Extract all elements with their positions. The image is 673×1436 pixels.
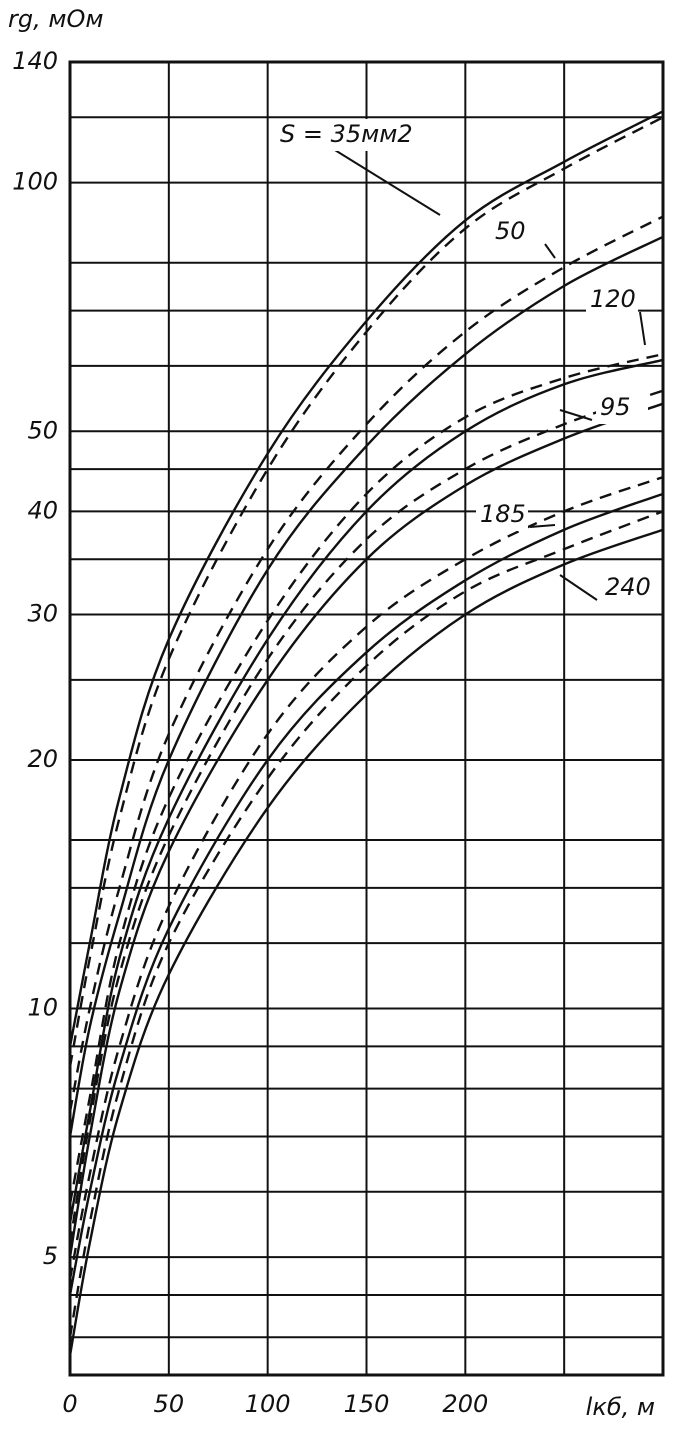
curve: [68, 352, 664, 1205]
series-label: 95: [600, 393, 631, 421]
series-label: 120: [590, 285, 636, 313]
x-tick-label: 200: [442, 1390, 488, 1418]
x-tick-label: 150: [344, 1390, 390, 1418]
label-bg: [476, 499, 528, 531]
curve: [68, 492, 664, 1296]
y-axis-label: rg, мОм: [8, 5, 103, 33]
curve: [68, 215, 664, 1112]
curve: [68, 235, 664, 1137]
y-tick-label: 100: [12, 168, 58, 196]
y-tick-label: 20: [27, 745, 58, 773]
curve: [68, 402, 664, 1258]
curve: [68, 528, 664, 1356]
series-label: S = 35мм2: [280, 120, 413, 148]
x-tick-label: 0: [62, 1390, 77, 1418]
label-bg: [276, 119, 426, 151]
y-tick-label: 50: [27, 416, 58, 444]
series-label: 240: [605, 573, 651, 601]
x-tick-label: 100: [245, 1390, 291, 1418]
label-pointer: [544, 243, 556, 259]
series-label: 185: [480, 500, 526, 528]
y-tick-label: 10: [27, 994, 58, 1022]
label-bg: [586, 284, 638, 316]
curve: [68, 358, 664, 1224]
y-tick-label: 40: [27, 496, 58, 524]
label-pointer: [559, 574, 598, 601]
curve: [68, 389, 664, 1244]
y-tick-label: 5: [43, 1242, 58, 1270]
label-pointer: [329, 146, 441, 216]
label-bg: [491, 216, 543, 248]
x-axis-label: lкб, м: [586, 1393, 655, 1421]
x-tick-label: 50: [154, 1390, 185, 1418]
curve: [68, 510, 664, 1338]
curve: [68, 116, 664, 1068]
curve: [68, 476, 664, 1280]
y-tick-label: 140: [12, 47, 58, 75]
curve: [68, 110, 664, 1047]
label-bg: [596, 392, 648, 424]
label-pointer: [529, 524, 556, 528]
label-pointer: [639, 311, 646, 346]
y-tick-label: 30: [27, 600, 58, 628]
series-label: 50: [495, 217, 526, 245]
label-pointer: [559, 409, 593, 421]
label-bg: [601, 572, 653, 604]
